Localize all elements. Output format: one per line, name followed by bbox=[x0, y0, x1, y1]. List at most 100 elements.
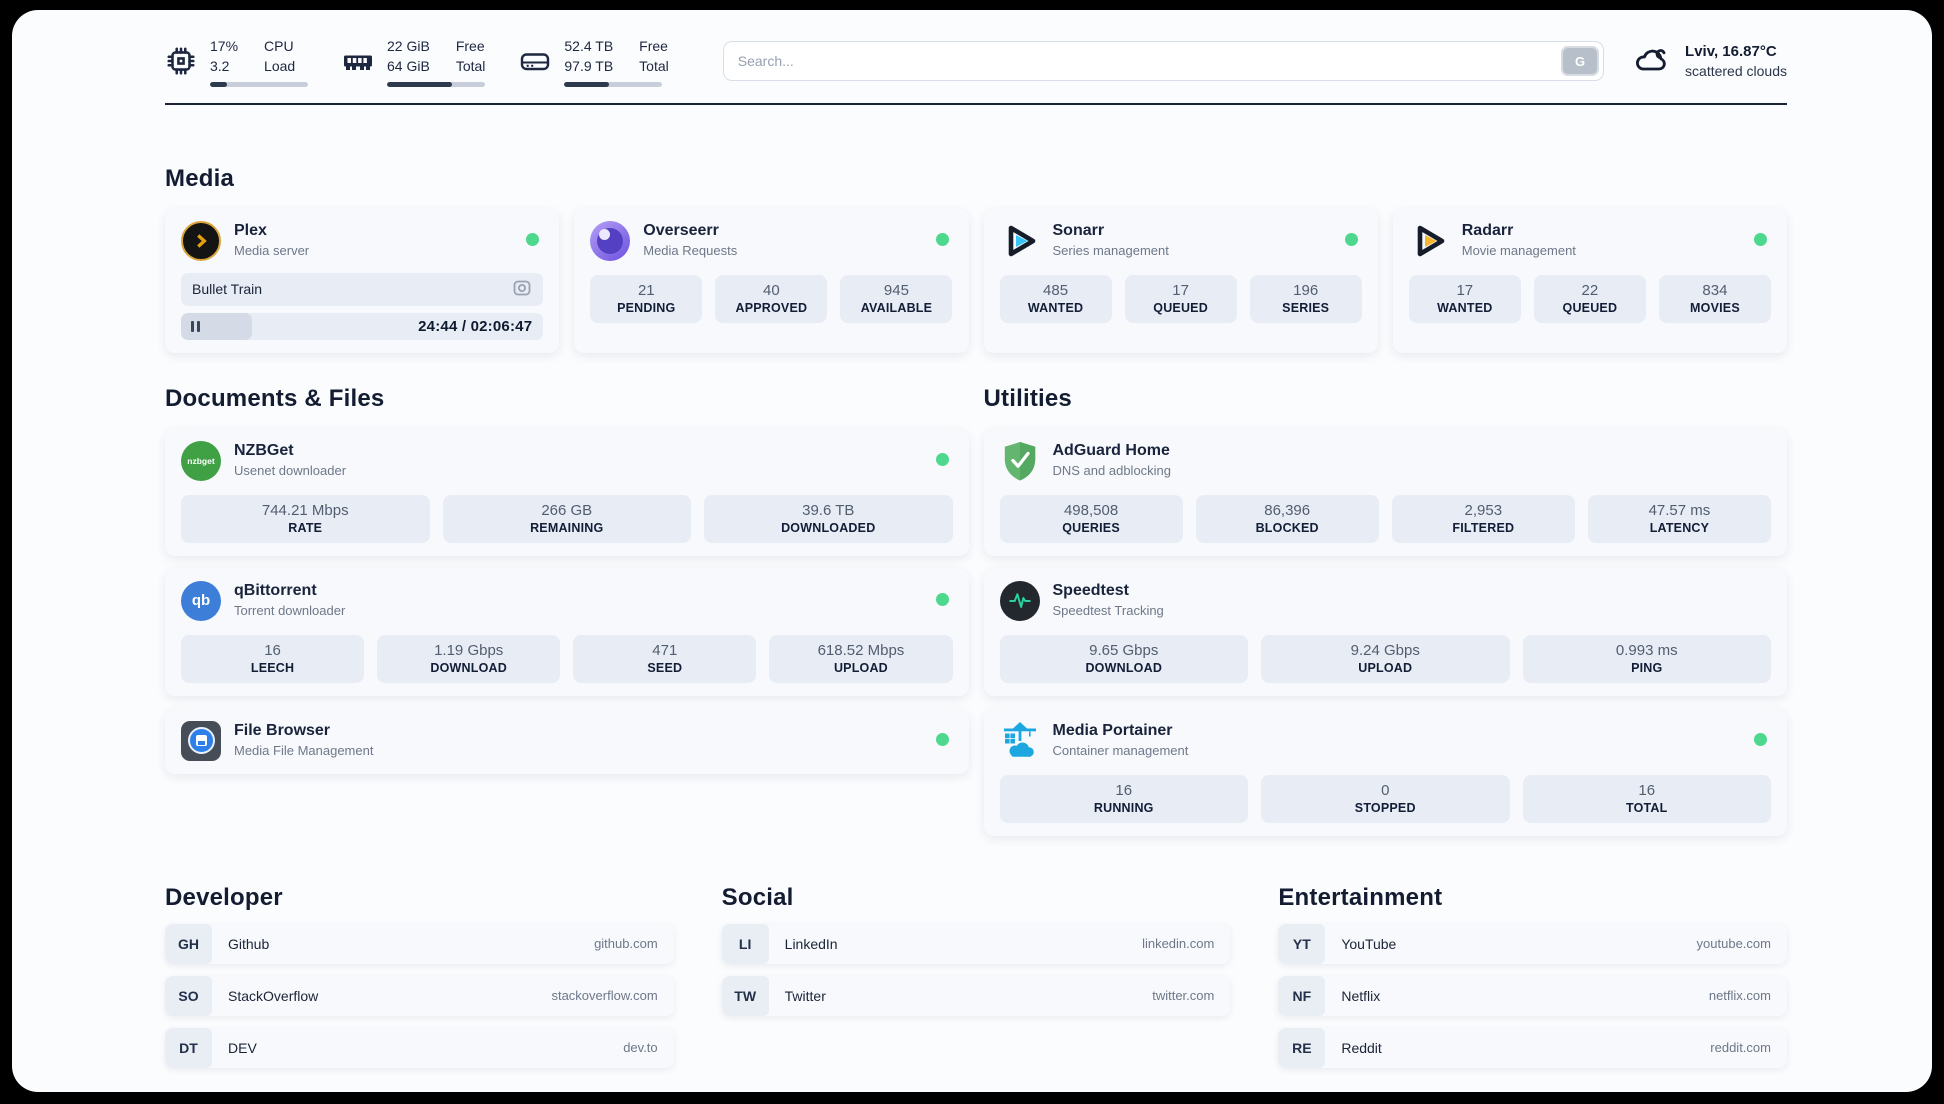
link-name: Github bbox=[228, 935, 270, 952]
link-linkedin[interactable]: LI LinkedIn linkedin.com bbox=[721, 923, 1231, 964]
cpu-values: 17% 3.2 bbox=[210, 38, 239, 75]
section-title-media: Media bbox=[165, 164, 235, 192]
app-card-nzbget[interactable]: nzbget NZBGet Usenet downloader 744.21 M… bbox=[165, 428, 969, 556]
ram-icon bbox=[342, 45, 374, 77]
media-grid: Plex Media server Bullet Train bbox=[165, 208, 1787, 353]
app-subtitle: Media File Management bbox=[234, 743, 374, 759]
section-title-documents: Documents & Files bbox=[165, 384, 385, 412]
app-card-overseerr[interactable]: Overseerr Media Requests 21 PENDING 40 A… bbox=[574, 208, 969, 353]
speedtest-icon bbox=[999, 580, 1040, 621]
link-name: LinkedIn bbox=[784, 935, 838, 952]
link-reddit[interactable]: RE Reddit reddit.com bbox=[1278, 1027, 1787, 1068]
app-card-filebrowser[interactable]: File Browser Media File Management bbox=[165, 708, 969, 774]
cpu-chip-icon bbox=[165, 45, 197, 77]
app-card-adguard[interactable]: AdGuard Home DNS and adblocking 498,508 … bbox=[983, 428, 1787, 556]
pause-button[interactable] bbox=[181, 312, 252, 340]
plex-icon bbox=[181, 220, 221, 261]
stat-seed: 471 SEED bbox=[573, 634, 757, 683]
status-dot bbox=[935, 232, 949, 246]
app-subtitle: Container management bbox=[1052, 743, 1189, 759]
radarr-icon bbox=[1409, 221, 1449, 261]
dashboard-page: 17% 3.2 CPU Load bbox=[12, 10, 1932, 1092]
cloud-icon bbox=[1632, 43, 1672, 80]
disk-values: 52.4 TB 97.9 TB bbox=[564, 38, 614, 75]
section-title-developer: Developer bbox=[165, 883, 283, 911]
cpu-progress-bar bbox=[210, 81, 308, 87]
link-twitter[interactable]: TW Twitter twitter.com bbox=[721, 975, 1231, 1016]
app-card-sonarr[interactable]: Sonarr Series management 485 WANTED 17 Q… bbox=[983, 208, 1378, 353]
link-name: DEV bbox=[228, 1039, 257, 1056]
now-playing-title: Bullet Train bbox=[192, 281, 263, 298]
link-netflix[interactable]: NF Netflix netflix.com bbox=[1278, 975, 1787, 1016]
app-subtitle: Media server bbox=[234, 243, 310, 259]
utilities-column: Utilities bbox=[983, 385, 1787, 836]
app-title: AdGuard Home bbox=[1052, 442, 1170, 460]
overseerr-icon bbox=[590, 220, 631, 261]
stat-wanted: 485 WANTED bbox=[999, 274, 1112, 323]
status-dot bbox=[1754, 732, 1767, 746]
link-github[interactable]: GH Github github.com bbox=[165, 923, 674, 964]
media-type-icon[interactable] bbox=[512, 278, 532, 301]
developer-column: Developer GH Github github.com SO StackO… bbox=[165, 884, 674, 1068]
stat-upload: 9.24 Gbps UPLOAD bbox=[1261, 634, 1510, 683]
link-url: twitter.com bbox=[1152, 988, 1215, 1004]
link-dev[interactable]: DT DEV dev.to bbox=[165, 1027, 674, 1068]
stat-download: 9.65 Gbps DOWNLOAD bbox=[999, 634, 1248, 683]
weather-location-temp: Lviv, 16.87°C bbox=[1685, 42, 1777, 60]
adguard-icon bbox=[1000, 441, 1040, 481]
now-playing-progress-bar: 24:44 / 02:06:47 bbox=[181, 312, 544, 340]
portainer-icon bbox=[1000, 721, 1040, 761]
now-playing-time: 24:44 / 02:06:47 bbox=[418, 317, 533, 335]
stat-filtered: 2,953 FILTERED bbox=[1391, 494, 1575, 543]
app-title: File Browser bbox=[234, 722, 331, 740]
app-subtitle: Series management bbox=[1052, 243, 1169, 259]
header: 17% 3.2 CPU Load bbox=[12, 10, 1932, 87]
disk-labels: Free Total bbox=[639, 38, 669, 75]
disk-progress-bar bbox=[564, 81, 663, 87]
qbittorrent-icon: qb bbox=[181, 580, 221, 621]
app-subtitle: Usenet downloader bbox=[234, 463, 347, 479]
documents-column: Documents & Files nzbget NZBGet Usenet d… bbox=[165, 385, 969, 774]
status-dot bbox=[935, 732, 949, 746]
stat-ping: 0.993 ms PING bbox=[1522, 634, 1771, 683]
link-tag: NF bbox=[1278, 975, 1326, 1016]
stat-available: 945 AVAILABLE bbox=[840, 274, 953, 323]
stat-blocked: 86,396 BLOCKED bbox=[1195, 494, 1379, 543]
search-engine-button[interactable]: G bbox=[1561, 46, 1600, 77]
app-card-qbittorrent[interactable]: qb qBittorrent Torrent downloader 16 LEE… bbox=[165, 568, 969, 696]
weather-widget: Lviv, 16.87°C scattered clouds bbox=[1632, 42, 1787, 81]
link-tag: SO bbox=[165, 975, 212, 1016]
link-url: linkedin.com bbox=[1142, 936, 1215, 952]
cpu-widget: 17% 3.2 CPU Load bbox=[165, 36, 308, 87]
app-card-radarr[interactable]: Radarr Movie management 17 WANTED 22 QUE… bbox=[1392, 208, 1787, 353]
link-stackoverflow[interactable]: SO StackOverflow stackoverflow.com bbox=[165, 975, 674, 1016]
app-card-portainer[interactable]: Media Portainer Container management 16 … bbox=[983, 708, 1787, 836]
stat-wanted: 17 WANTED bbox=[1408, 274, 1521, 323]
link-url: stackoverflow.com bbox=[551, 988, 658, 1004]
link-name: Twitter bbox=[784, 987, 826, 1004]
stat-latency: 47.57 ms LATENCY bbox=[1587, 494, 1771, 543]
link-tag: DT bbox=[165, 1027, 212, 1068]
link-tag: GH bbox=[165, 923, 212, 964]
now-playing-title-row: Bullet Train bbox=[181, 272, 544, 306]
app-title: NZBGet bbox=[234, 442, 294, 460]
stat-downloaded: 39.6 TB DOWNLOADED bbox=[704, 494, 953, 543]
app-card-speedtest[interactable]: Speedtest Speedtest Tracking 9.65 Gbps D… bbox=[983, 568, 1787, 696]
section-title-entertainment: Entertainment bbox=[1278, 883, 1443, 911]
link-url: dev.to bbox=[623, 1040, 658, 1056]
stat-approved: 40 APPROVED bbox=[715, 274, 828, 323]
stat-movies: 834 MOVIES bbox=[1658, 274, 1771, 323]
search-bar: G bbox=[722, 41, 1605, 82]
stat-remaining: 266 GB REMAINING bbox=[442, 494, 691, 543]
search-input[interactable] bbox=[722, 41, 1605, 82]
link-youtube[interactable]: YT YouTube youtube.com bbox=[1278, 923, 1787, 964]
filebrowser-icon bbox=[181, 720, 221, 761]
app-card-plex[interactable]: Plex Media server Bullet Train bbox=[165, 208, 560, 353]
status-dot bbox=[935, 452, 949, 466]
ram-labels: Free Total bbox=[455, 38, 486, 75]
app-title: Media Portainer bbox=[1052, 722, 1173, 740]
stat-stopped: 0 STOPPED bbox=[1261, 774, 1510, 823]
stat-upload: 618.52 Mbps UPLOAD bbox=[769, 634, 953, 683]
app-title: qBittorrent bbox=[234, 582, 317, 600]
link-tag: RE bbox=[1278, 1027, 1326, 1068]
